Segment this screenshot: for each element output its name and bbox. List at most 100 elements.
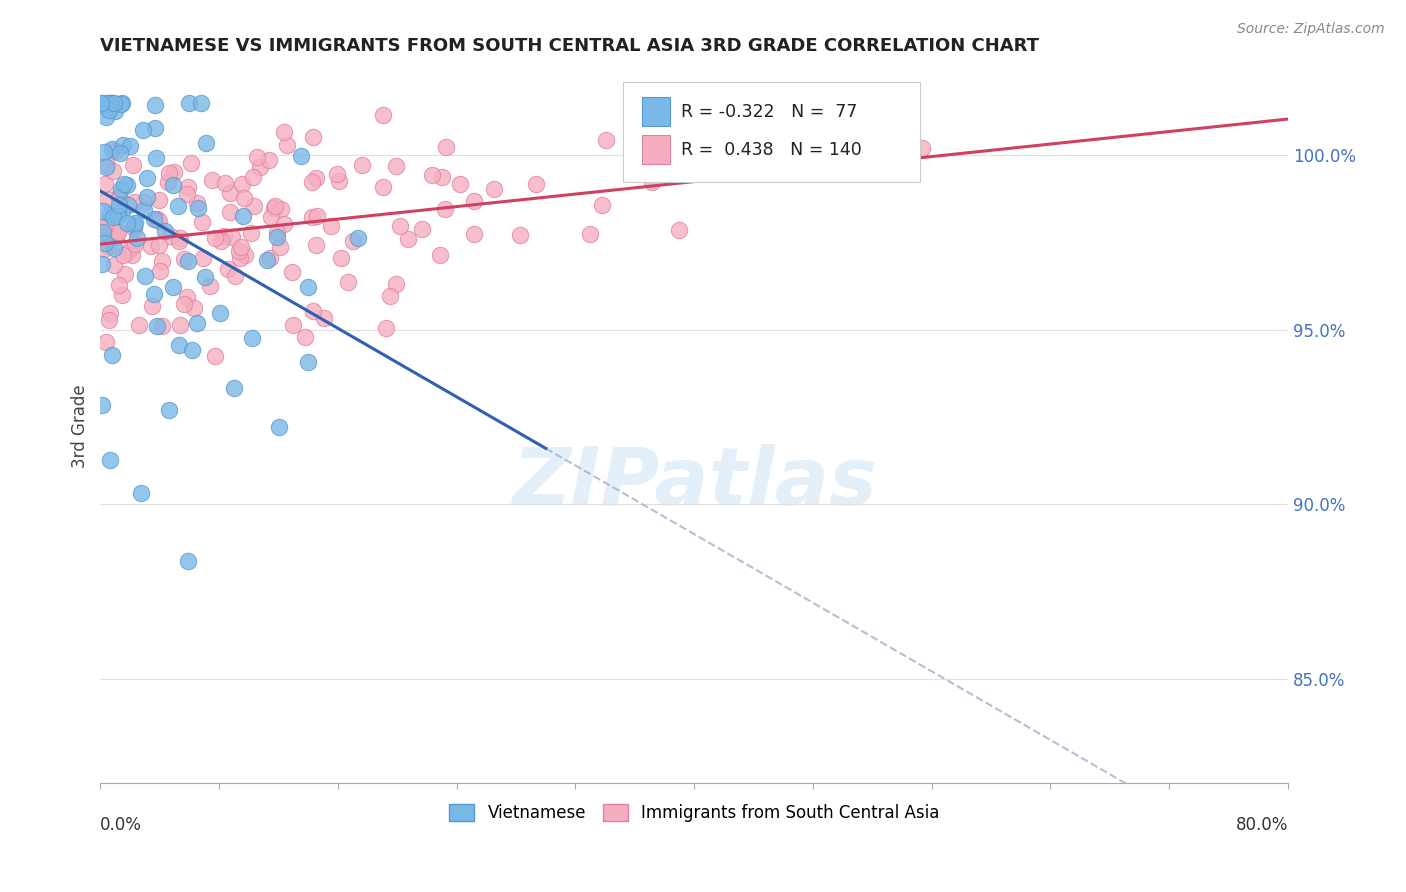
Point: [122, 220, 145, 235]
Point: [169, 231, 191, 245]
Point: [98, 103, 121, 118]
Point: [305, 209, 328, 223]
Point: [312, 310, 335, 325]
Point: [346, 231, 368, 245]
Point: [193, 251, 215, 265]
Point: [143, 287, 166, 301]
Point: [114, 268, 136, 282]
Point: [93, 242, 115, 256]
Point: [482, 182, 505, 196]
Point: [305, 170, 328, 185]
Point: [96, 110, 118, 124]
Point: [243, 199, 266, 213]
Point: [121, 248, 143, 262]
Point: [233, 248, 256, 262]
Point: [276, 138, 298, 153]
Point: [463, 194, 485, 208]
Point: [301, 211, 323, 225]
Point: [302, 304, 325, 318]
Point: [103, 210, 125, 224]
Point: [420, 168, 443, 182]
Point: [273, 125, 295, 139]
Point: [297, 355, 319, 369]
Point: [430, 170, 453, 185]
Point: [108, 198, 131, 212]
Point: [163, 165, 186, 179]
Point: [96, 158, 118, 172]
Point: [301, 175, 323, 189]
Point: [233, 191, 256, 205]
Point: [122, 158, 145, 172]
Point: [259, 251, 281, 265]
Point: [122, 218, 145, 232]
Point: [433, 202, 456, 216]
Point: [302, 129, 325, 144]
Point: [242, 170, 264, 185]
Point: [187, 201, 209, 215]
Point: [149, 264, 172, 278]
Point: [108, 191, 131, 205]
Point: [103, 95, 125, 110]
Point: [93, 219, 115, 233]
Point: [641, 175, 664, 189]
Point: [229, 240, 252, 254]
Point: [228, 244, 250, 259]
Point: [129, 485, 152, 500]
Point: [173, 252, 195, 266]
Point: [524, 178, 547, 192]
Point: [107, 189, 129, 203]
Point: [167, 337, 190, 351]
Point: [389, 219, 412, 233]
Point: [201, 172, 224, 186]
Point: [219, 186, 242, 200]
Point: [98, 95, 121, 110]
Point: [371, 108, 394, 122]
Point: [101, 142, 124, 156]
Point: [264, 199, 287, 213]
Point: [186, 195, 208, 210]
Point: [97, 95, 120, 110]
Point: [132, 202, 155, 217]
Point: [162, 178, 184, 192]
Point: [91, 204, 114, 219]
Point: [411, 222, 433, 236]
Point: [111, 248, 134, 262]
Point: [97, 219, 120, 233]
Point: [180, 156, 202, 170]
Point: [384, 159, 406, 173]
Point: [177, 95, 200, 110]
Point: [107, 210, 129, 224]
Point: [101, 348, 124, 362]
Point: [176, 290, 198, 304]
Point: [194, 270, 217, 285]
Point: [269, 420, 291, 434]
Point: [214, 177, 236, 191]
Point: [100, 453, 122, 467]
Point: [124, 216, 146, 230]
FancyBboxPatch shape: [643, 97, 671, 126]
Point: [249, 160, 271, 174]
Point: [96, 193, 118, 207]
Point: [145, 212, 167, 227]
Text: VIETNAMESE VS IMMIGRANTS FROM SOUTH CENTRAL ASIA 3RD GRADE CORRELATION CHART: VIETNAMESE VS IMMIGRANTS FROM SOUTH CENT…: [100, 37, 1039, 55]
Point: [752, 148, 775, 162]
Point: [177, 254, 200, 268]
Point: [118, 139, 141, 153]
Point: [98, 305, 121, 319]
Point: [675, 112, 697, 127]
Point: [911, 141, 934, 155]
Point: [117, 198, 139, 212]
Point: [111, 288, 134, 302]
Point: [111, 203, 134, 218]
Point: [139, 239, 162, 253]
Point: [103, 103, 125, 118]
Point: [385, 277, 408, 291]
Point: [352, 158, 374, 172]
Point: [103, 259, 125, 273]
Point: [115, 216, 138, 230]
Point: [257, 153, 280, 168]
Point: [94, 160, 117, 174]
Point: [342, 235, 364, 249]
Point: [108, 146, 131, 161]
Point: [595, 133, 617, 147]
